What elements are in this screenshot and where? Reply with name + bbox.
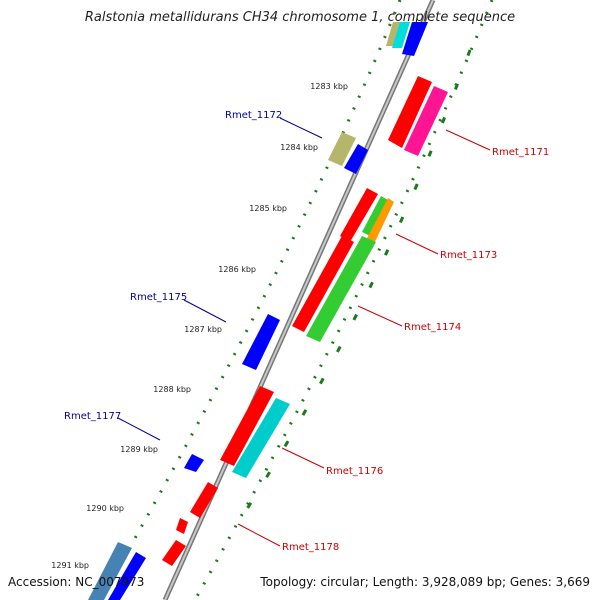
tick-label: 1283 kbp	[310, 82, 348, 91]
gene-rmet-1178-red-c[interactable]	[162, 540, 186, 566]
tick-label: 1285 kbp	[249, 204, 287, 213]
gene-rmet-1178-red-b[interactable]	[176, 518, 188, 534]
label-rmet-1171[interactable]: Rmet_1171	[492, 147, 549, 158]
gene-rmet-1172-khaki[interactable]	[328, 132, 356, 166]
tick-label: 1289 kbp	[120, 445, 158, 454]
label-rmet-1174[interactable]: Rmet_1174	[404, 322, 461, 333]
label-rmet-1176[interactable]: Rmet_1176	[326, 466, 383, 477]
gene-labels: Rmet_1171 Rmet_1172 Rmet_1173 Rmet_1174 …	[64, 110, 549, 553]
label-rmet-1172[interactable]: Rmet_1172	[225, 110, 282, 121]
gene-rmet-1171-red[interactable]	[388, 76, 432, 148]
gene-rmet-1176-cyan[interactable]	[232, 398, 290, 478]
gene-rmet-1178-red-a[interactable]	[190, 482, 218, 518]
scale-track-left	[98, 0, 402, 600]
gene-rmet-1173-green[interactable]	[362, 196, 388, 236]
gene-feature-khaki[interactable]	[386, 22, 402, 46]
accession-text: Accession: NC_007973	[8, 575, 145, 589]
gene-feature-blue[interactable]	[402, 22, 428, 56]
gene-feature-steelblue[interactable]	[88, 542, 132, 600]
gene-rmet-1176-red[interactable]	[220, 386, 274, 466]
label-rmet-1175[interactable]: Rmet_1175	[130, 292, 187, 303]
tick-label: 1286 kbp	[218, 265, 256, 274]
gene-rmet-1177-blue[interactable]	[184, 454, 204, 472]
tick-label: 1288 kbp	[153, 385, 191, 394]
gene-rmet-1174-red[interactable]	[292, 236, 354, 332]
map-title: Ralstonia metallidurans CH34 chromosome …	[84, 10, 516, 25]
gene-rmet-1175-blue[interactable]	[242, 314, 280, 370]
tick-label: 1291 kbp	[51, 561, 89, 570]
label-rmet-1178[interactable]: Rmet_1178	[282, 542, 339, 553]
scale-track-inner	[238, 49, 472, 521]
chromosome-backbone-highlight	[164, 0, 434, 600]
gene-feature-blue-bottom[interactable]	[108, 552, 146, 600]
gene-rmet-1171-magenta[interactable]	[404, 86, 448, 156]
tick-label: 1287 kbp	[184, 325, 222, 334]
gene-rmet-1173-red[interactable]	[340, 188, 378, 242]
gene-feature-cyan[interactable]	[392, 22, 410, 48]
tick-label: 1290 kbp	[86, 504, 124, 513]
tick-labels: 1283 kbp 1284 kbp 1285 kbp 1286 kbp 1287…	[51, 82, 348, 570]
scale-track-right	[193, 0, 494, 600]
label-rmet-1177[interactable]: Rmet_1177	[64, 411, 121, 422]
gene-rmet-1174-green[interactable]	[306, 236, 376, 342]
gene-rmet-1172-blue[interactable]	[344, 144, 368, 174]
topology-text: Topology: circular; Length: 3,928,089 bp…	[260, 575, 590, 589]
tick-label: 1284 kbp	[280, 143, 318, 152]
label-rmet-1173[interactable]: Rmet_1173	[440, 250, 497, 261]
gene-rmet-1173-orange[interactable]	[364, 198, 394, 248]
